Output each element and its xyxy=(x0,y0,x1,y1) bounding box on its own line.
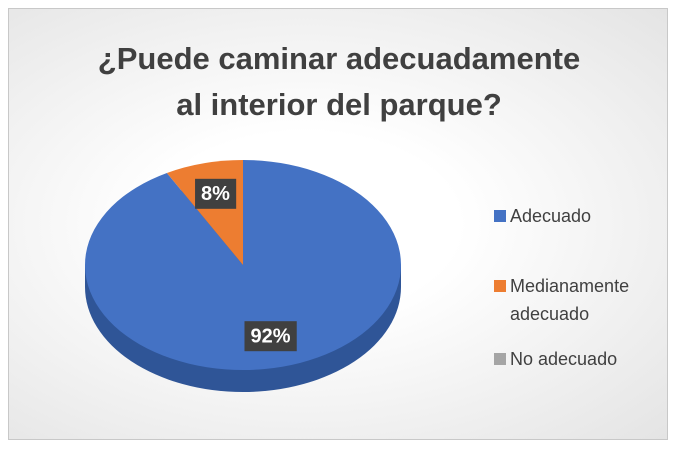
legend-swatch xyxy=(494,280,506,292)
legend-swatch xyxy=(494,210,506,222)
legend-entry: No adecuado xyxy=(494,345,650,373)
chart-title: ¿Puede caminar adecuadamente al interior… xyxy=(97,41,581,122)
data-label-box xyxy=(244,321,297,352)
legend-swatch xyxy=(494,353,506,365)
data-label: 92% xyxy=(244,321,297,352)
data-label-box xyxy=(195,178,237,209)
data-label-text: 8% xyxy=(201,183,230,205)
legend-entry: Adecuado xyxy=(494,202,650,230)
legend-label: Medianamente adecuado xyxy=(510,276,630,324)
legend-label: Adecuado xyxy=(510,206,592,226)
data-label: 8% xyxy=(195,178,237,209)
data-label-text: 92% xyxy=(250,325,290,347)
legend-entry: Medianamente adecuado xyxy=(494,272,650,328)
pie-slice xyxy=(85,160,402,370)
legend-label: No adecuado xyxy=(510,349,618,369)
